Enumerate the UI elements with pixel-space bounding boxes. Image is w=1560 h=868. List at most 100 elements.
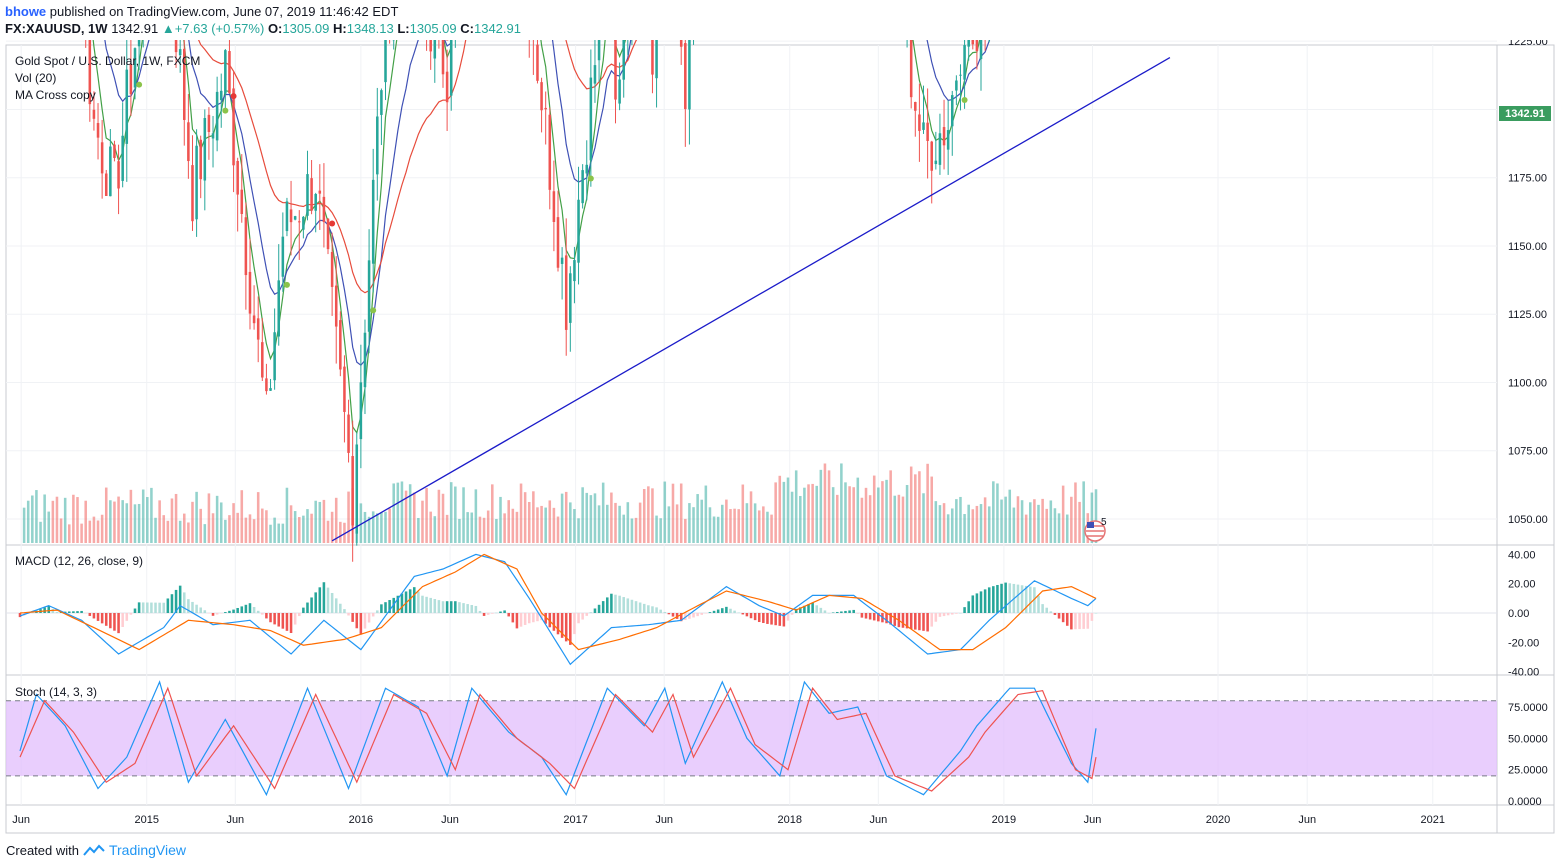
- macd-histogram-bar: [228, 610, 231, 613]
- trendlines[interactable]: [331, 40, 1314, 542]
- volume-bar: [889, 470, 892, 543]
- author-name[interactable]: bhowe: [5, 4, 47, 19]
- volume-bar: [486, 510, 490, 543]
- volume-bar: [807, 484, 810, 543]
- candle-body: [429, 40, 432, 52]
- ma-cross-markers: [136, 40, 968, 314]
- macd-pane: [6, 553, 1497, 666]
- chart-canvas[interactable]: 1050.00 1075.00 1100.00 1125.00 1150.00 1175.…: [0, 40, 1560, 835]
- macd-histogram-bar: [737, 612, 740, 614]
- volume-bar: [478, 516, 482, 543]
- candle-body: [688, 40, 691, 110]
- volume-bar: [852, 487, 855, 543]
- volume-bar: [585, 492, 589, 543]
- time-tick-label: Jun: [1298, 814, 1316, 826]
- macd-histogram-bar: [675, 613, 679, 619]
- macd-histogram-bar: [926, 613, 929, 632]
- volume-bar: [474, 489, 478, 543]
- macd-histogram-bar: [55, 611, 59, 613]
- volume-bar: [421, 500, 424, 543]
- volume-bar: [318, 501, 322, 543]
- volume-bar: [347, 491, 350, 543]
- macd-histogram-bar: [174, 589, 178, 613]
- candle-body: [330, 251, 334, 287]
- macd-histogram-bar: [486, 613, 490, 615]
- volume-bar: [137, 503, 141, 543]
- candle-body: [934, 160, 938, 165]
- macd-histogram-bar: [877, 613, 880, 622]
- macd-histogram-bar: [125, 613, 129, 621]
- macd-histogram-bar: [585, 613, 589, 616]
- volume-bar: [129, 489, 133, 543]
- volume-bar: [191, 501, 194, 543]
- volume-bar: [979, 504, 983, 543]
- macd-histogram-bar: [499, 611, 502, 613]
- macd-histogram-bar: [334, 598, 338, 613]
- candle-body: [593, 65, 597, 84]
- time-tick-label: 2019: [992, 814, 1016, 826]
- macd-histogram-bar: [663, 611, 667, 613]
- macd-histogram-bar: [1020, 585, 1024, 613]
- macd-histogram-bar: [396, 595, 400, 613]
- macd-histogram-bar: [187, 599, 190, 613]
- volume-bar: [384, 511, 387, 543]
- macd-histogram-bar: [749, 613, 753, 619]
- macd-histogram-bar: [68, 611, 71, 613]
- volume-bar: [757, 510, 761, 543]
- volume-bar: [831, 487, 835, 543]
- macd-histogram-bar: [215, 613, 219, 615]
- macd-histogram-bar: [113, 613, 116, 631]
- price-tick-label: 1125.00: [1508, 309, 1547, 321]
- candle-body: [281, 236, 285, 277]
- time-tick-label: 2020: [1206, 814, 1230, 826]
- volume-bar: [150, 487, 153, 543]
- volume-bar: [240, 490, 244, 543]
- volume-bar: [195, 491, 198, 543]
- macd-legend: MACD (12, 26, close, 9): [15, 554, 143, 568]
- volume-bar: [76, 497, 79, 543]
- candle-body: [536, 44, 539, 81]
- macd-histogram-bar: [642, 603, 646, 613]
- volume-bar: [914, 474, 917, 543]
- candle-body: [318, 190, 322, 194]
- macd-histogram-bar: [322, 582, 326, 613]
- volume-bar: [154, 517, 157, 543]
- macd-histogram-bar: [885, 613, 888, 624]
- macd-histogram-bar: [593, 608, 597, 613]
- macd-histogram-bar: [630, 599, 634, 613]
- candle-body: [109, 146, 112, 197]
- candle-body: [302, 216, 305, 230]
- volume-bar: [708, 507, 712, 543]
- macd-histogram-bar: [659, 609, 662, 613]
- volume-bar: [569, 502, 572, 543]
- volume-bar: [606, 504, 609, 543]
- volume-bar: [417, 517, 420, 543]
- macd-histogram-bar: [721, 608, 724, 613]
- macd-histogram-bar: [224, 612, 227, 613]
- macd-histogram-bar: [515, 613, 519, 629]
- candle-body: [117, 161, 120, 189]
- volume-bar: [178, 520, 182, 543]
- ma-mid-line: [104, 40, 991, 367]
- volume-bar: [844, 482, 847, 543]
- volume-bar: [380, 512, 383, 543]
- candle-body: [178, 49, 182, 56]
- macd-histogram-bar: [938, 613, 942, 617]
- macd-histogram-bar: [905, 613, 909, 629]
- macd-histogram-bar: [88, 613, 92, 616]
- created-with: Created with: [6, 842, 79, 858]
- tradingview-brand[interactable]: TradingView: [108, 842, 187, 858]
- time-tick-label: 2018: [778, 814, 802, 826]
- candle-body: [232, 88, 235, 166]
- earnings-flag-icon[interactable]: 5: [1084, 517, 1107, 542]
- last-price: 1342.91: [111, 21, 159, 36]
- volume-bar: [778, 475, 782, 543]
- macd-histogram-bar: [330, 592, 334, 613]
- candle-body: [950, 95, 954, 127]
- stoch-pane: [6, 680, 1497, 797]
- volume-bar: [983, 497, 987, 543]
- macd-histogram-bar: [376, 610, 379, 613]
- macd-histogram-bar: [355, 613, 359, 629]
- macd-histogram-bar: [133, 608, 137, 613]
- cross-marker: [961, 97, 968, 104]
